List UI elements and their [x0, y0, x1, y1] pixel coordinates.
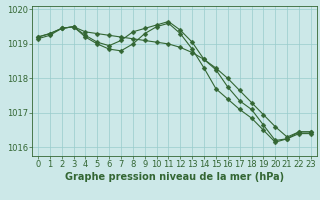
X-axis label: Graphe pression niveau de la mer (hPa): Graphe pression niveau de la mer (hPa)	[65, 172, 284, 182]
